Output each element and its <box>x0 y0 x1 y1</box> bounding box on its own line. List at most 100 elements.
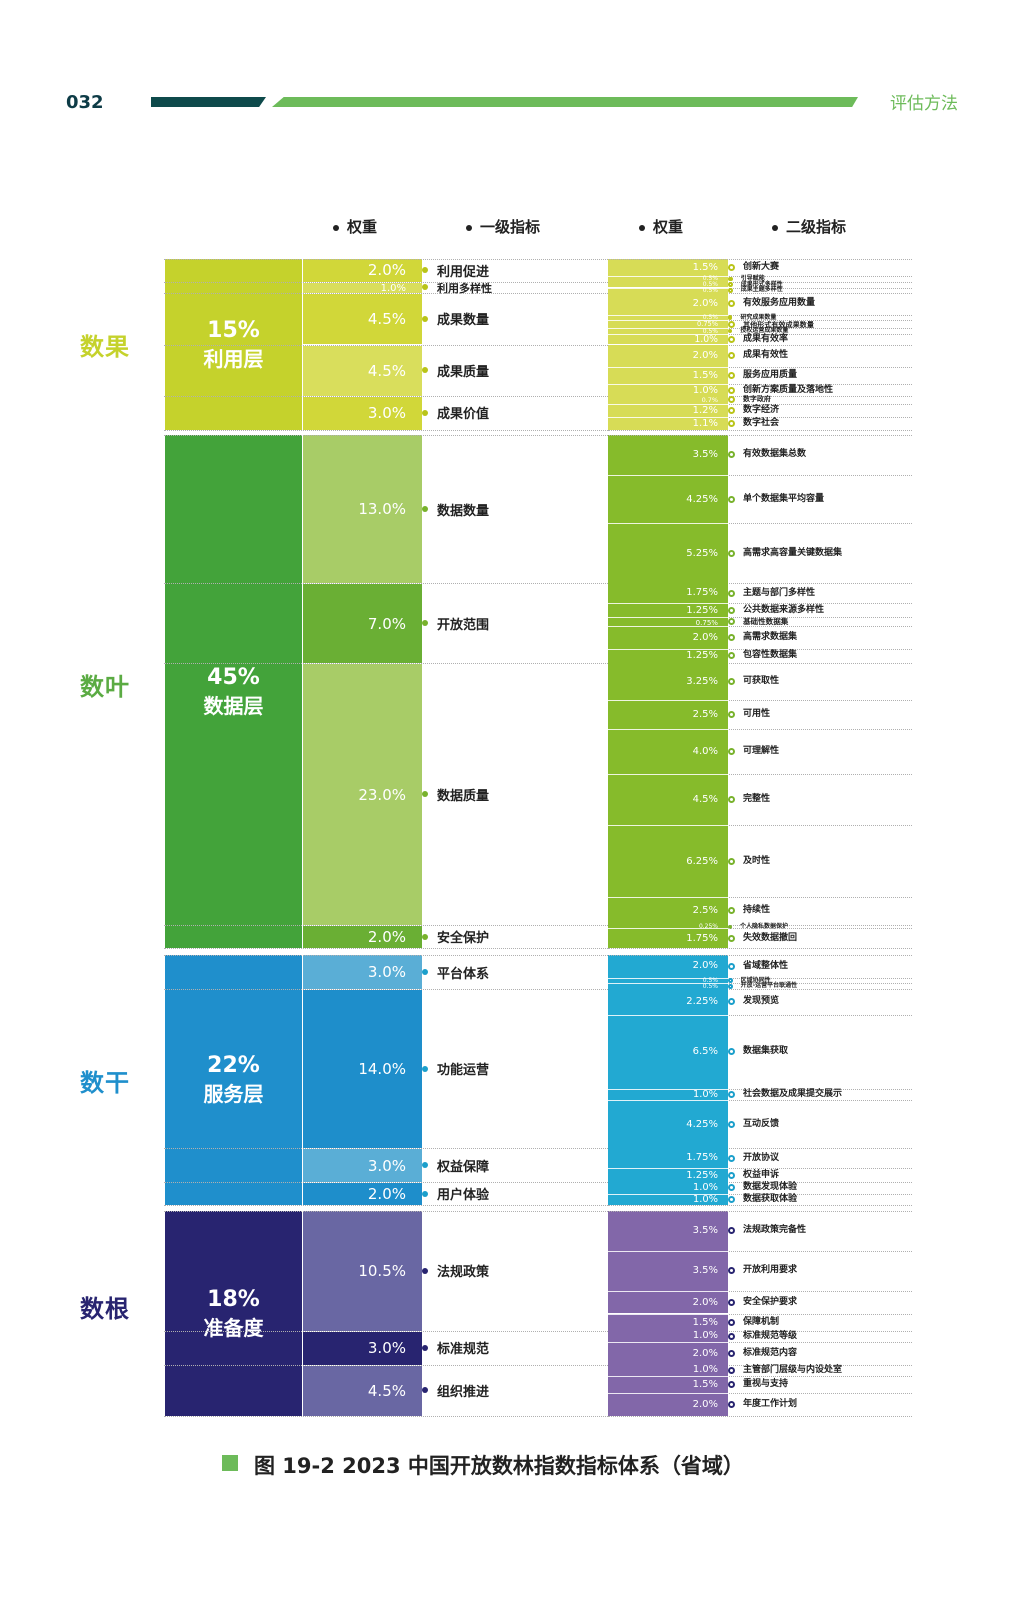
level2-name: 有效数据集总数 <box>743 449 807 460</box>
level2-weight: 0.5% <box>608 281 728 288</box>
divider-line <box>164 1211 912 1212</box>
level1-weight: 2.0% <box>303 259 422 282</box>
level2-indicator: 研究成果数量 <box>728 314 776 320</box>
level1-name: 成果质量 <box>437 364 490 380</box>
bullet-icon <box>422 409 428 416</box>
ring-marker-icon <box>728 372 735 380</box>
divider-line <box>608 328 912 330</box>
level2-weight: 0.5% <box>608 977 728 983</box>
ring-marker-icon <box>728 1184 735 1192</box>
divider-line <box>608 648 912 650</box>
level1-weight: 3.0% <box>303 955 422 990</box>
level2-weight: 2.0% <box>608 1341 728 1365</box>
divider-line <box>608 1393 912 1395</box>
divider-line <box>608 333 912 335</box>
level2-indicator: 发现预览 <box>728 989 779 1015</box>
level2-indicator: 引导赋能 <box>728 274 765 282</box>
layer-name: 数据层 <box>203 693 264 718</box>
category-label: 数根 <box>80 1295 130 1323</box>
level2-weight: 2.0% <box>608 625 728 649</box>
ring-marker-icon <box>728 1048 735 1056</box>
level2-name: 数字社会 <box>743 418 780 429</box>
level2-indicator: 可用性 <box>728 700 770 729</box>
level2-weight: 4.0% <box>608 728 728 775</box>
category-label: 数叶 <box>80 673 130 701</box>
level2-weight: 4.5% <box>608 774 728 826</box>
ring-marker-icon <box>728 1227 735 1235</box>
level2-name: 成果有效率 <box>743 333 789 344</box>
level2-indicator: 服务应用质量 <box>728 367 797 384</box>
bullet-icon <box>422 1162 428 1169</box>
ring-marker-icon <box>728 320 735 328</box>
ring-marker-icon <box>728 1332 735 1340</box>
level2-weight: 0.5% <box>608 314 728 321</box>
level2-weight: 0.5% <box>608 287 728 294</box>
level2-weight: 4.25% <box>608 1099 728 1149</box>
level2-name: 标准规范内容 <box>743 1347 798 1358</box>
level2-weight: 1.0% <box>608 1330 728 1342</box>
category-label: 数果 <box>80 333 130 361</box>
level2-indicator: 互动反馈 <box>728 1100 779 1148</box>
level2-weight: 0.25% <box>608 923 728 929</box>
level1-weight: 23.0% <box>303 663 422 926</box>
divider-line <box>608 1088 912 1090</box>
level2-weight: 0.5% <box>608 328 728 334</box>
level2-name: 有效服务应用数量 <box>743 298 816 309</box>
level1-indicator: 平台体系 <box>422 955 489 989</box>
ring-marker-icon <box>728 796 735 804</box>
level1-weight: 3.0% <box>303 1148 422 1183</box>
divider-line <box>164 395 912 397</box>
bullet-icon <box>422 969 428 976</box>
level2-name: 引导赋能 <box>740 274 765 282</box>
ring-marker-icon <box>728 386 735 394</box>
divider-line <box>608 625 912 627</box>
level2-name: 数据集获取 <box>743 1046 789 1057</box>
level2-weight: 2.0% <box>608 1290 728 1314</box>
layer-block: 18% 准备度 <box>165 1211 302 1416</box>
layer-name: 利用层 <box>203 346 264 371</box>
divider-line <box>608 774 912 776</box>
level2-indicator: 数据集获取 <box>728 1015 788 1089</box>
level2-weight: 1.5% <box>608 1376 728 1394</box>
section-title: 评估方法 <box>890 94 958 114</box>
column-header-weight2-label: 权重 <box>653 218 684 236</box>
level2-weight: 1.0% <box>608 1088 728 1100</box>
bullet-icon <box>422 315 428 322</box>
level2-indicator: 创新大赛 <box>728 259 779 276</box>
divider-line <box>608 474 912 476</box>
divider-line <box>164 259 912 260</box>
level2-name: 授权运营成果数量 <box>740 327 789 334</box>
divider-line <box>608 728 912 730</box>
level2-indicator: 法规政策完备性 <box>728 1211 806 1251</box>
level2-weight: 1.75% <box>608 1148 728 1169</box>
ring-marker-icon <box>728 335 735 343</box>
ring-marker-icon <box>728 282 733 287</box>
level2-name: 数据获取体验 <box>743 1193 798 1204</box>
divider-line <box>164 435 912 436</box>
ring-marker-icon <box>728 934 735 942</box>
bullet-icon <box>422 620 428 627</box>
level2-weight: 5.25% <box>608 523 728 584</box>
level1-indicator: 功能运营 <box>422 989 489 1148</box>
ring-marker-icon <box>728 549 735 557</box>
divider-line <box>608 1290 912 1292</box>
ring-marker-icon <box>728 420 735 428</box>
divider-line <box>608 617 912 619</box>
divider-line <box>164 1182 912 1184</box>
layer-name: 服务层 <box>203 1082 264 1106</box>
level2-name: 创新大赛 <box>743 262 780 273</box>
ring-marker-icon <box>728 495 735 503</box>
divider-line <box>164 663 912 664</box>
level1-indicator: 数据质量 <box>422 663 489 925</box>
level2-weight: 1.5% <box>608 259 728 277</box>
level2-weight: 6.25% <box>608 825 728 897</box>
level2-indicator: 有效数据集总数 <box>728 435 806 475</box>
level1-weight: 1.0% <box>303 281 422 294</box>
bullet-icon <box>422 267 428 274</box>
level2-indicator: 成果形式多样性 <box>728 281 783 288</box>
level2-weight: 2.5% <box>608 896 728 926</box>
bullet-icon <box>422 506 428 513</box>
divider-line <box>608 1341 912 1343</box>
divider-line <box>608 1193 912 1195</box>
ring-marker-icon <box>728 1120 735 1128</box>
